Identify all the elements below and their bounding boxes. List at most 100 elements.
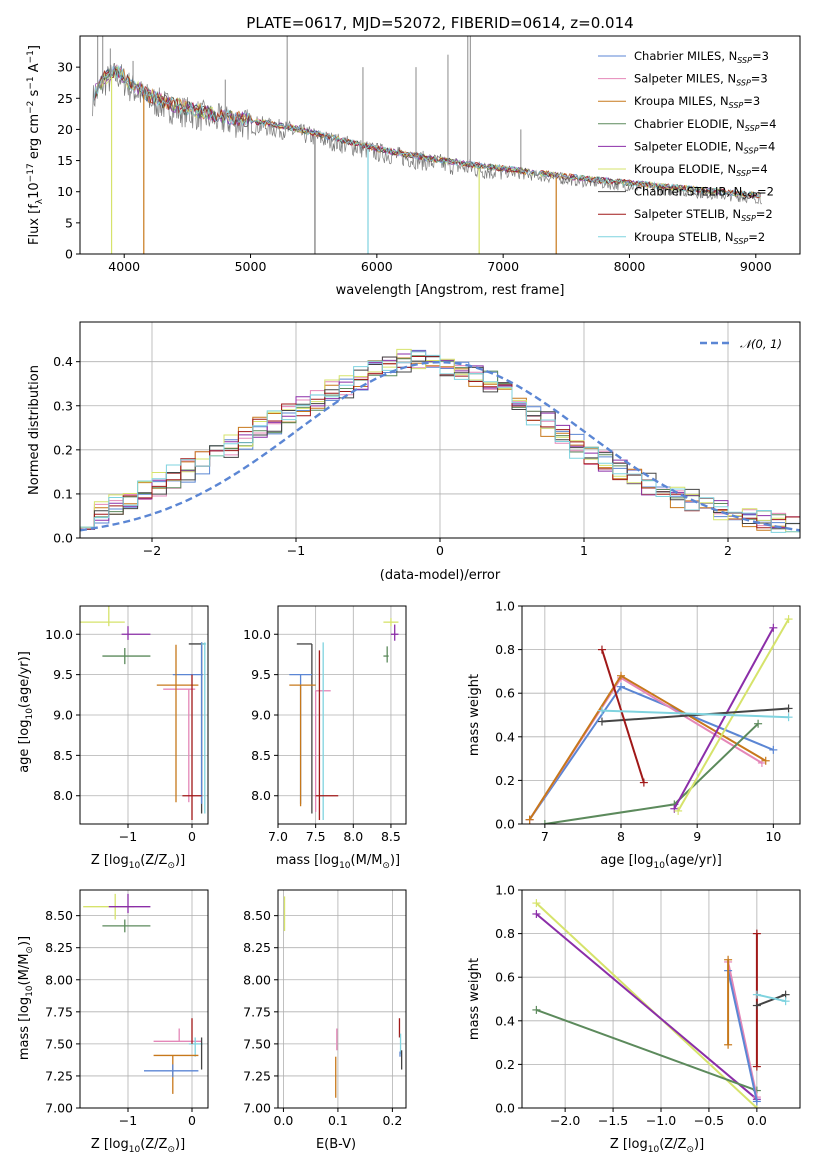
x-tick-label: −1.0 bbox=[646, 1113, 676, 1128]
y-tick-label: 8.5 bbox=[251, 748, 271, 763]
y-tick-label: 9.5 bbox=[53, 667, 73, 682]
y-tick-label: 8.50 bbox=[243, 908, 271, 923]
legend-name: Chabrier MILES, N bbox=[634, 49, 737, 63]
x-tick-label: −1.5 bbox=[598, 1113, 628, 1128]
series-line-0 bbox=[528, 685, 774, 821]
legend-label: Salpeter STELIB, NSSP=2 bbox=[634, 207, 773, 223]
y-tick-label: 15 bbox=[57, 153, 73, 168]
legend-sub: SSP bbox=[737, 56, 752, 65]
y-tick-label: 0.6 bbox=[495, 970, 515, 985]
y-tick-label: 1.0 bbox=[495, 883, 515, 898]
legend-name: Kroupa ELODIE, N bbox=[634, 162, 736, 176]
plot-area bbox=[525, 615, 793, 824]
panels: 4000 5000 6000 7000 8000 9000051015202530wave… bbox=[17, 35, 801, 1155]
legend-nssp: =4 bbox=[758, 139, 775, 153]
y-axis-label-part: −17 bbox=[26, 163, 36, 182]
y-tick-label: 7.00 bbox=[45, 1101, 73, 1116]
x-axis-label-part: )] bbox=[175, 853, 185, 868]
axes-frame bbox=[79, 35, 801, 255]
figure-title: PLATE=0617, MJD=52072, FIBERID=0614, z=0… bbox=[246, 14, 633, 32]
y-tick-label: 9.0 bbox=[53, 708, 73, 723]
x-tick-label: −2.0 bbox=[550, 1113, 580, 1128]
legend-nssp: =4 bbox=[760, 117, 777, 131]
legend-name: Kroupa STELIB, N bbox=[634, 230, 734, 244]
y-tick-label: 9.5 bbox=[251, 667, 271, 682]
series-line-7 bbox=[756, 993, 786, 1007]
x-axis-label-part: 10 bbox=[648, 1145, 660, 1155]
y-tick-label: 10 bbox=[57, 184, 73, 199]
panel-age-vs-Z: −1 08.08.59.09.510.0Z [log10(Z/Z⊙)]age [l… bbox=[17, 605, 209, 871]
axes-frame bbox=[79, 889, 209, 1109]
x-tick-label: 7 bbox=[541, 829, 549, 844]
legend-nssp: =3 bbox=[751, 72, 768, 86]
y-axis-label: Normed distribution bbox=[27, 365, 42, 495]
x-tick-label: 8000 bbox=[614, 259, 646, 274]
series-line-4 bbox=[673, 627, 775, 810]
y-axis-label-part: −1 bbox=[26, 50, 36, 63]
y-tick-label: 8.0 bbox=[53, 788, 73, 803]
x-axis-label: (data-model)/error bbox=[380, 568, 501, 583]
y-tick-label: 7.50 bbox=[243, 1036, 271, 1051]
x-axis-label-part: )] bbox=[694, 1137, 704, 1152]
legend-name: Chabrier STELIB, N bbox=[634, 185, 742, 199]
panel-weight-vs-Z: −2.0 −1.5 −1.0 −0.5 0.0 0.0 0.2 0.4 0.6 0.8 1.0 Z [… bbox=[467, 883, 801, 1155]
x-tick-label: 7.5 bbox=[306, 829, 326, 844]
y-tick-label: 8.00 bbox=[45, 972, 73, 987]
legend-name: Chabrier ELODIE, N bbox=[634, 117, 745, 131]
y-axis-label-part: 10 bbox=[25, 985, 35, 997]
y-tick-label: 9.0 bbox=[251, 708, 271, 723]
model-spectrum-6 bbox=[93, 66, 761, 198]
y-tick-label: 25 bbox=[57, 91, 73, 106]
legend-sub: SSP bbox=[729, 101, 744, 110]
y-tick-label: 30 bbox=[57, 60, 73, 75]
y-tick-label: 0.4 bbox=[53, 354, 73, 369]
panel-spectrum: 4000 5000 6000 7000 8000 9000 0 5 10 15 20 25 30 wave… bbox=[26, 35, 801, 298]
legend-nssp: =2 bbox=[756, 207, 773, 221]
legend-label: Kroupa MILES, NSSP=3 bbox=[634, 94, 760, 110]
model-spectrum-4 bbox=[93, 66, 761, 198]
y-axis-label-part: s bbox=[27, 89, 42, 100]
series-line-4 bbox=[727, 970, 758, 1102]
x-axis-label-part: mass [log bbox=[276, 853, 339, 868]
y-tick-label: 0.6 bbox=[495, 686, 515, 701]
model-spectrum-3 bbox=[93, 65, 761, 199]
legend-sub: SSP bbox=[744, 146, 759, 155]
y-tick-label: 5 bbox=[65, 215, 73, 230]
y-tick-label: 7.00 bbox=[243, 1101, 271, 1116]
y-axis-label: mass weight bbox=[467, 958, 482, 1040]
legend-sub: SSP bbox=[736, 169, 751, 178]
model-spectrum-5 bbox=[93, 66, 761, 199]
y-tick-label: 0.2 bbox=[495, 1057, 515, 1072]
y-axis-label: Flux [fλ10−17 erg cm−2 s−1 A−1] bbox=[26, 45, 45, 245]
y-axis-label-part: age [log bbox=[17, 720, 32, 773]
x-tick-label: 0 bbox=[188, 829, 196, 844]
x-tick-label: −1 bbox=[119, 1113, 137, 1128]
x-tick-label: 0.1 bbox=[328, 1113, 348, 1128]
x-tick-label: 7000 bbox=[487, 259, 519, 274]
panel-mass-vs-ebv: 0.0 0.1 0.2 7.00 7.25 7.50 7.75 8.00 8.25 8.50 E(B… bbox=[243, 889, 407, 1152]
normal-curve bbox=[80, 360, 800, 532]
y-tick-label: 8.5 bbox=[53, 748, 73, 763]
observed-spectrum bbox=[92, 62, 763, 205]
x-axis-label-part: ⊙ bbox=[167, 861, 175, 871]
y-axis-label-part: mass [log bbox=[17, 997, 32, 1060]
plot-area bbox=[283, 896, 403, 1098]
x-axis-label: wavelength [Angstrom, rest frame] bbox=[336, 283, 565, 298]
x-axis-label-part: Z [log bbox=[91, 853, 129, 868]
plot-area bbox=[83, 893, 203, 1094]
series-line-6 bbox=[601, 707, 789, 723]
y-tick-label: 7.25 bbox=[45, 1068, 73, 1083]
legend-nssp: =4 bbox=[751, 162, 768, 176]
x-tick-label: 8 bbox=[617, 829, 625, 844]
x-tick-label: −2 bbox=[143, 543, 161, 558]
y-axis-label-part: )] bbox=[17, 936, 32, 946]
x-axis-label-part: 10 bbox=[129, 861, 141, 871]
y-tick-label: 0.8 bbox=[495, 642, 515, 657]
y-tick-label: 0.8 bbox=[495, 926, 515, 941]
x-tick-label: 9000 bbox=[740, 259, 772, 274]
x-tick-label: 4000 bbox=[108, 259, 140, 274]
x-axis-label-part: Z [log bbox=[610, 1137, 648, 1152]
y-tick-label: 7.75 bbox=[45, 1004, 73, 1019]
